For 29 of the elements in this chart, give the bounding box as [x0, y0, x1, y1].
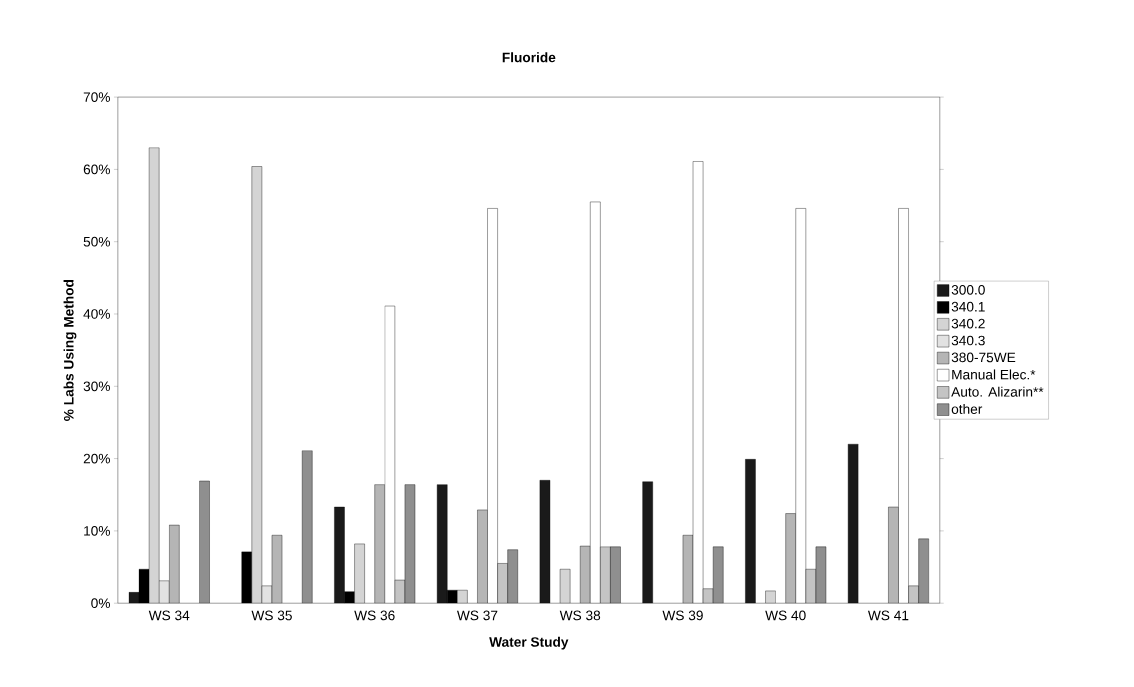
- legend-label: 340.2: [951, 318, 985, 329]
- legend-label: 340.3: [951, 335, 985, 346]
- bar: [559, 569, 571, 604]
- y-tick-label: 40%: [83, 309, 110, 320]
- x-tick-label: WS 34: [148, 610, 190, 621]
- x-tick-label: WS 40: [765, 610, 806, 621]
- legend-label: other: [951, 404, 983, 415]
- y-tick-label: 10%: [84, 526, 110, 536]
- x-axis-title: Water Study: [489, 636, 569, 650]
- legend-label: Auto. Alizarin**: [951, 386, 1044, 397]
- bar: [765, 590, 776, 604]
- y-axis-title: % Labs Using Method: [63, 280, 77, 422]
- y-tick-label: 70%: [83, 92, 110, 103]
- legend-label: 300.0: [951, 285, 985, 295]
- y-tick-label: 50%: [83, 237, 110, 247]
- y-tick-label: 30%: [83, 381, 110, 392]
- legend-label: 380-75WE: [951, 352, 1016, 363]
- x-tick-label: WS 38: [559, 610, 601, 621]
- chart-title: Fluoride: [502, 52, 556, 63]
- y-tick-label: 0%: [91, 598, 110, 609]
- x-tick-label: WS 39: [662, 610, 703, 621]
- x-tick-label: WS 37: [456, 610, 498, 621]
- x-tick-label: WS 36: [354, 610, 395, 621]
- legend-label: 340.1: [951, 302, 985, 312]
- legend-label: Manual Elec.*: [952, 369, 1036, 380]
- x-tick-label: WS 41: [867, 610, 909, 621]
- y-tick-label: 60%: [83, 164, 110, 175]
- x-tick-label: WS 35: [251, 610, 292, 621]
- y-tick-label: 20%: [83, 453, 110, 464]
